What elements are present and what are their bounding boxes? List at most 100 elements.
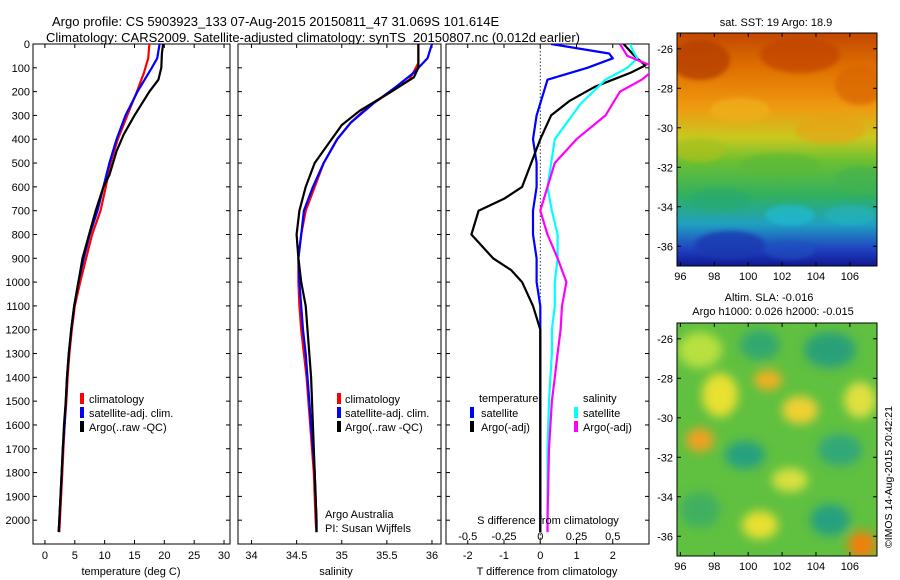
sla-blob xyxy=(782,396,818,424)
sst-blob xyxy=(835,166,877,194)
argo-australia-note: Argo Australia xyxy=(325,509,394,521)
sla-blob xyxy=(702,373,738,417)
sla-blob xyxy=(804,332,856,368)
sst-blob xyxy=(710,98,770,122)
legend-swatch-satellite-adj xyxy=(80,407,84,418)
map-y-tick-label: -32 xyxy=(657,452,673,464)
map-y-tick-label: -26 xyxy=(657,334,673,346)
sla-field xyxy=(677,323,877,556)
sla-map-axes: 96 98 100 102 104 106 -26 -28 -30 -32 -34 -36 xyxy=(657,323,877,573)
sst-blob xyxy=(740,153,820,177)
sst-blob xyxy=(795,116,865,144)
map-y-tick-label: -36 xyxy=(657,531,673,543)
series-line xyxy=(531,44,614,533)
sla-map: Altim. SLA: -0.016 Argo h1000: 0.026 h20… xyxy=(657,292,878,573)
map-x-tick-label: 102 xyxy=(773,271,791,283)
depth-tick-label: 900 xyxy=(12,253,30,265)
figure-title-line1: Argo profile: CS 5903923_133 07-Aug-2015… xyxy=(52,14,500,29)
map-x-tick-label: 104 xyxy=(807,271,825,283)
temperature-xlabel: temperature (deg C) xyxy=(81,566,180,578)
map-y-tick-label: -32 xyxy=(657,162,673,174)
map-y-tick-label: -34 xyxy=(657,202,673,214)
x-tick-label: 5 xyxy=(72,550,78,562)
legend-swatch-climatology-s xyxy=(337,393,341,404)
sst-map-frame xyxy=(676,32,878,267)
map-y-tick-label: -30 xyxy=(657,123,673,135)
map-x-tick-label: 106 xyxy=(841,271,859,283)
legend-label-satellite-adj: satellite-adj. clim. xyxy=(89,408,173,420)
sst-blob xyxy=(690,188,750,212)
legend-label-climatology-s: climatology xyxy=(345,394,401,406)
legend-label-satellite-adj-s: satellite-adj. clim. xyxy=(345,408,429,420)
sst-blob xyxy=(835,65,877,105)
legend-swatch-s-argo xyxy=(574,421,578,432)
series-line xyxy=(57,44,161,533)
s-diff-tick-label: 0 xyxy=(537,531,543,543)
map-y-tick-label: -26 xyxy=(657,44,673,56)
salinity-depth-ticks xyxy=(238,43,441,521)
depth-tick-label: 700 xyxy=(12,206,30,218)
depth-tick-label: 200 xyxy=(12,87,30,99)
temperature-profiles xyxy=(57,44,165,533)
legend-swatch-t-argo xyxy=(470,421,474,432)
depth-tick-label: 100 xyxy=(12,63,30,75)
legend-label-climatology: climatology xyxy=(89,394,145,406)
sst-blob xyxy=(677,138,725,162)
difference-plot-frame xyxy=(445,43,650,545)
map-x-tick-label: 102 xyxy=(773,561,791,573)
depth-tick-label: 1700 xyxy=(6,444,30,456)
sla-blob xyxy=(725,441,765,469)
map-x-tick-label: 96 xyxy=(674,561,686,573)
legend-label-argo: Argo(..raw -QC) xyxy=(89,422,167,434)
map-y-tick-label: -28 xyxy=(657,83,673,95)
salinity-panel: 34 34.5 35 35.5 36 salinity climatology sate… xyxy=(237,43,442,578)
sla-blob xyxy=(848,531,876,556)
series-line xyxy=(470,44,647,533)
depth-tick-label: 2000 xyxy=(6,515,30,527)
legend-swatch-s-satellite xyxy=(574,407,578,418)
sla-blob xyxy=(680,492,720,528)
map-x-tick-label: 100 xyxy=(739,271,757,283)
sst-blob xyxy=(677,40,730,80)
x-tick-label: 2 xyxy=(610,550,616,562)
x-tick-label: 20 xyxy=(158,550,170,562)
x-tick-label: 25 xyxy=(188,550,200,562)
depth-tick-label: 1100 xyxy=(6,301,30,313)
sla-blob xyxy=(740,330,780,360)
temperature-legend: climatology satellite-adj. clim. Argo(..… xyxy=(80,393,173,434)
series-line xyxy=(58,44,151,533)
figure-title-line2: Climatology: CARS2009. Satellite-adjuste… xyxy=(46,30,580,45)
series-line xyxy=(297,44,434,533)
s-difference-xlabel: S difference from climatology xyxy=(477,515,619,527)
legend-swatch-satellite-adj-s xyxy=(337,407,341,418)
x-tick-label: 34 xyxy=(245,550,257,562)
sst-map: sat. SST: 19 Argo: 18.9 96 98 100 102 104 106… xyxy=(657,17,878,283)
imos-watermark: ©IMOS 14-Aug-2015 20:42:21 xyxy=(883,406,895,548)
legend-swatch-argo xyxy=(80,421,84,432)
sst-map-title: sat. SST: 19 Argo: 18.9 xyxy=(720,17,833,29)
x-tick-label: 35 xyxy=(336,550,348,562)
sst-blob xyxy=(825,205,875,225)
legend-label-t-satellite: satellite xyxy=(481,408,518,420)
x-tick-label: 34.5 xyxy=(286,550,307,562)
salinity-plot-frame xyxy=(237,43,442,545)
salinity-profiles xyxy=(295,44,434,533)
sst-map-axes: 96 98 100 102 104 106 -26 -28 -30 -32 -34 -36 xyxy=(657,33,877,283)
series-line xyxy=(539,44,649,533)
difference-depth-ticks xyxy=(446,43,649,521)
legend-swatch-climatology xyxy=(80,393,84,404)
legend-label-s-satellite: satellite xyxy=(583,408,620,420)
legend-head-salinity: salinity xyxy=(583,393,617,405)
sst-blob xyxy=(765,205,815,225)
sla-map-frame xyxy=(676,322,878,557)
pi-note: PI: Susan Wijffels xyxy=(325,523,411,535)
map-x-tick-label: 98 xyxy=(708,561,720,573)
depth-tick-label: 400 xyxy=(12,134,30,146)
difference-profiles xyxy=(470,44,649,533)
depth-tick-label: 1300 xyxy=(6,349,30,361)
s-diff-tick-label: 0.25 xyxy=(566,531,587,543)
series-line xyxy=(57,44,165,533)
s-difference-axis: -0.5 -0.25 0 0.25 0.5 xyxy=(458,531,620,543)
map-y-tick-label: -30 xyxy=(657,413,673,425)
